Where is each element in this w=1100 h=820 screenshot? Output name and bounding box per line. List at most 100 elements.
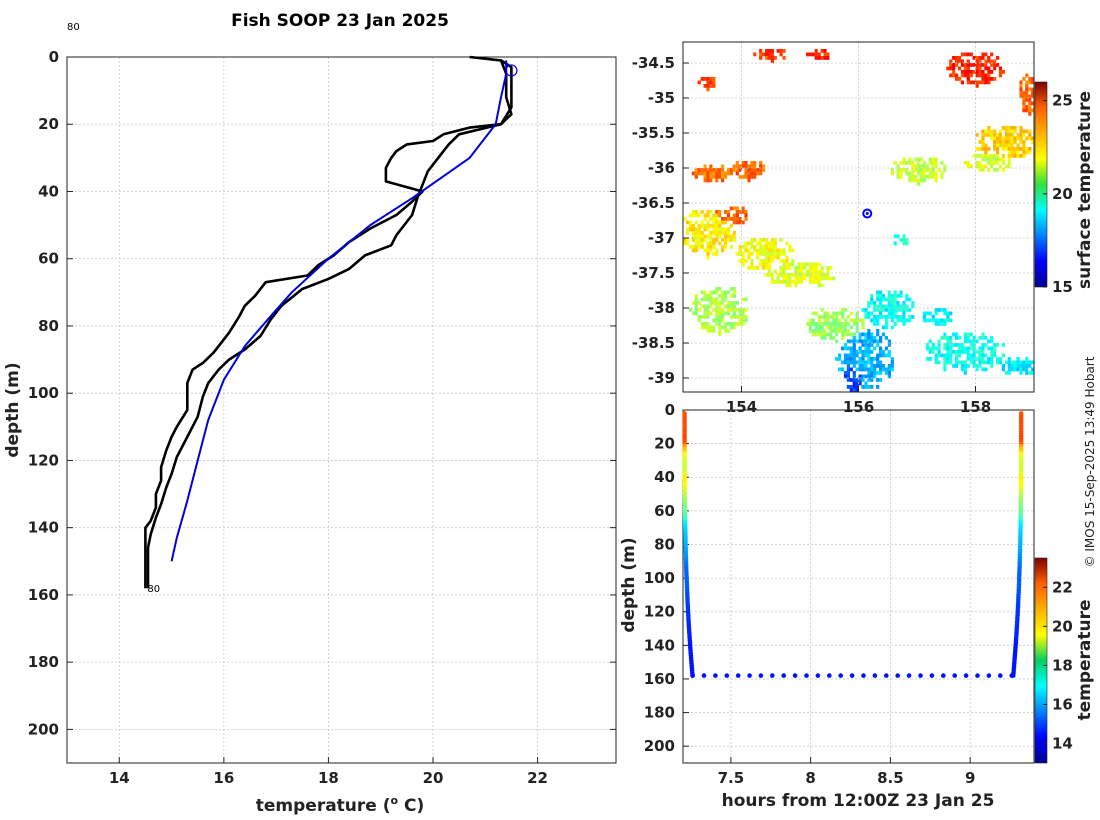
sst-cell (960, 80, 965, 85)
sst-cell (1010, 126, 1014, 130)
bottom-track-point (690, 673, 695, 678)
sst-cell (849, 318, 853, 323)
sst-cell (826, 315, 830, 319)
sst-cell (1016, 147, 1020, 151)
sst-cell (709, 231, 713, 235)
sst-cell (820, 322, 824, 326)
sst-cell (750, 164, 754, 169)
sst-cell (876, 332, 880, 337)
sst-cell (978, 360, 982, 365)
sst-cell (890, 297, 894, 302)
sst-cell (1007, 140, 1011, 144)
sst-cell (846, 322, 850, 326)
sst-cell (876, 304, 880, 309)
sst-cell (741, 262, 745, 267)
sst-cell (943, 364, 947, 368)
sst-cell (764, 238, 769, 242)
sst-cell (963, 66, 967, 71)
sst-cell (958, 77, 962, 81)
sst-cell (940, 308, 944, 312)
sst-cell (735, 301, 739, 305)
sst-cell (960, 70, 965, 74)
sst-cell (996, 147, 1000, 151)
sst-cell (884, 322, 888, 326)
sst-cell (946, 346, 950, 351)
sst-cell (864, 367, 868, 372)
sst-cell (966, 346, 970, 351)
sst-cell (741, 315, 745, 319)
sst-cell (823, 276, 827, 281)
sst-cell (756, 241, 760, 246)
sst-cell (993, 59, 997, 64)
sst-cell (984, 80, 988, 85)
sst-cell (966, 80, 970, 85)
sst-cell (1007, 161, 1011, 165)
sst-cell (726, 227, 731, 232)
sst-cell (966, 52, 970, 57)
sst-cell (993, 147, 997, 151)
sst-cell (1022, 129, 1026, 134)
sst-cell (1022, 133, 1026, 137)
bottom-track-point (929, 673, 935, 678)
sst-cell (838, 318, 842, 323)
sst-cell (1022, 147, 1026, 151)
sst-cell (1022, 364, 1026, 368)
sst-cell (712, 238, 716, 242)
sst-cell (870, 367, 874, 372)
sst-cell (767, 245, 771, 249)
sst-cell (721, 238, 725, 242)
sst-cell (697, 238, 701, 242)
sst-cell (884, 297, 888, 302)
bottom-track-point (804, 673, 809, 678)
sst-cell (715, 168, 719, 172)
profile-start-marker (505, 64, 518, 77)
sst-cell (963, 339, 967, 344)
sst-cell (966, 350, 970, 354)
sst-cell (726, 213, 731, 218)
sst-cell (902, 238, 906, 242)
sst-cell (861, 318, 865, 323)
sst-cell (800, 273, 804, 277)
sst-cell (931, 175, 935, 179)
sst-cell (879, 336, 883, 340)
sst-cell (887, 297, 891, 302)
sst-cell (1022, 94, 1026, 99)
sst-cell (990, 364, 994, 368)
sst-cell (896, 304, 900, 309)
sst-cell (1025, 84, 1029, 88)
sst-cell (794, 269, 798, 274)
sst-cell (1010, 154, 1014, 158)
sst-cell (688, 220, 693, 225)
sst-cell (893, 315, 897, 319)
sst-cell (1010, 143, 1014, 148)
sst-cell (870, 332, 874, 337)
sst-cell (683, 241, 687, 246)
map-ytick-label: -39 (648, 369, 675, 387)
sst-cell (694, 304, 698, 309)
sst-cell (849, 350, 853, 354)
sst-cell (937, 343, 941, 347)
sst-cell (905, 171, 909, 176)
temperature-colorbar-tick-label: 22 (1052, 578, 1073, 596)
sst-cell (925, 343, 929, 347)
map-xtick-label: 158 (960, 398, 991, 416)
sst-cell (934, 161, 938, 165)
sst-cell (996, 343, 1000, 347)
sst-cell (899, 161, 903, 165)
sst-cell (911, 171, 915, 176)
sst-cell (960, 59, 965, 64)
sst-cell (829, 276, 833, 281)
sst-cell (870, 297, 874, 302)
sst-cell (879, 294, 883, 298)
sst-cell (750, 241, 754, 246)
sst-cell (770, 255, 774, 260)
sst-cell (712, 290, 716, 295)
sst-cell (700, 325, 704, 330)
sst-cell (712, 318, 716, 323)
sst-cell (987, 346, 991, 351)
profile-ytick-label: 180 (28, 653, 59, 671)
sst-cell (908, 178, 912, 183)
sst-cell (952, 56, 956, 60)
sst-cell (802, 262, 807, 267)
sst-cell (966, 336, 970, 340)
